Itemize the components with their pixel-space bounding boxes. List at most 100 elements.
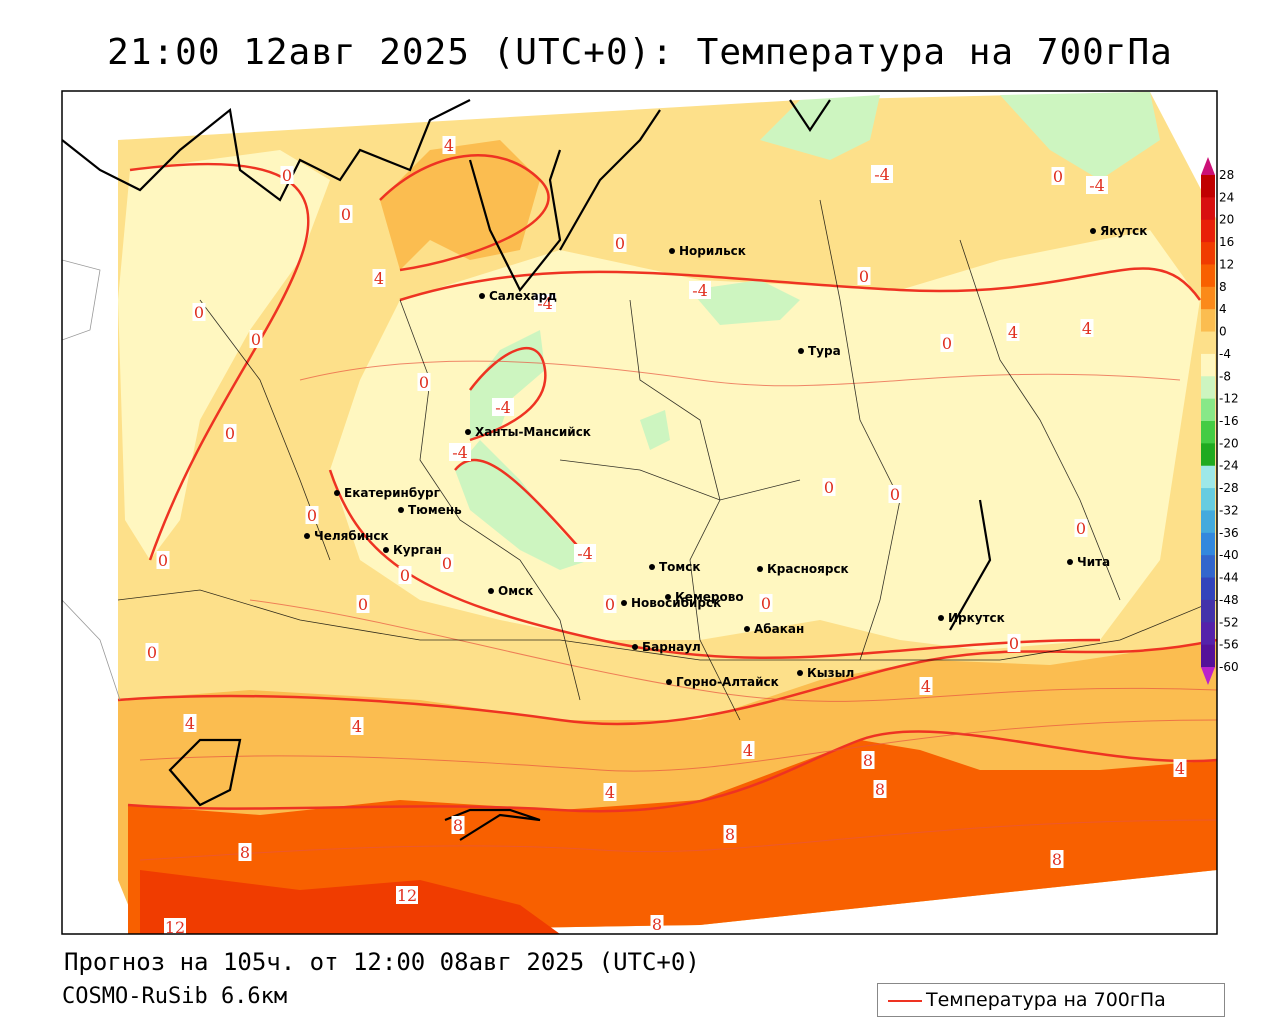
isotherm-label: 0 [822,478,836,497]
colorbar-tick-label: 4 [1219,302,1227,316]
colorbar-arrow-top [1201,157,1215,175]
svg-text:4: 4 [1082,319,1092,338]
svg-text:4: 4 [374,269,384,288]
isotherm-label: 8 [451,816,465,835]
isotherm-label: 4 [1173,759,1187,778]
city-marker: Иркутск [938,611,1005,625]
legend-line-swatch [888,1000,922,1002]
isotherm-label: 8 [1050,850,1064,869]
neighbor-borders [62,259,121,701]
city-label: Челябинск [314,529,389,543]
svg-text:0: 0 [615,234,625,253]
colorbar-tick-label: -28 [1219,481,1239,495]
model-name: COSMO-RuSib 6.6км [62,984,288,1009]
isotherm-label: 4 [442,136,456,155]
colorbar-tick-label: -32 [1219,503,1239,517]
svg-text:-4: -4 [1089,176,1105,195]
isotherm-label: 0 [398,566,412,585]
svg-text:0: 0 [442,554,452,573]
colorbar-segment [1201,644,1215,668]
isotherm-label: 4 [741,741,755,760]
svg-text:-4: -4 [495,398,511,417]
isotherm-label: 4 [1006,323,1020,342]
isotherm-label: 0 [603,595,617,614]
forecast-info: Прогноз на 105ч. от 12:00 08авг 2025 (UT… [64,948,700,976]
isotherm-label: 0 [940,334,954,353]
colorbar-tick-label: 28 [1219,168,1234,182]
city-label: Барнаул [642,640,701,654]
colorbar-segment [1201,398,1215,422]
city-marker: Чита [1067,555,1110,569]
isotherm-label: 12 [164,918,186,934]
isotherm-label: 0 [613,234,627,253]
isotherm-label: 0 [145,643,159,662]
colorbar-tick-label: -52 [1219,615,1239,629]
svg-text:0: 0 [605,595,615,614]
colorbar-segment [1201,376,1215,400]
isotherm-label: 0 [249,330,263,349]
colorbar-segment [1201,622,1215,646]
isotherm-label: 0 [888,485,902,504]
isotherm-label: 0 [1051,167,1065,186]
isotherm-label: 0 [156,551,170,570]
isotherm-label: 8 [238,843,252,862]
isotherm-label: 4 [183,714,197,733]
svg-text:4: 4 [352,717,362,736]
svg-text:8: 8 [875,780,885,799]
city-label: Кемерово [675,590,744,604]
zone-minus4 [470,330,545,440]
isotherm-label: 0 [1007,634,1021,653]
zone-minus4 [455,440,590,570]
colorbar-segment [1201,331,1215,355]
svg-text:8: 8 [1052,850,1062,869]
colorbar-arrow-bottom [1201,667,1215,685]
zone-minus4 [1000,92,1160,180]
colorbar-tick-label: -12 [1219,392,1239,406]
svg-text:4: 4 [605,783,615,802]
coastline [62,99,992,841]
isotherm-label: 4 [350,717,364,736]
city-label: Красноярск [767,562,849,576]
contour-lines [139,360,1217,861]
svg-text:0: 0 [194,303,204,322]
colorbar-tick-label: 12 [1219,257,1234,271]
colorbar-segment [1201,510,1215,534]
colorbar-tick-label: -48 [1219,593,1239,607]
isotherm-label: -4 [449,443,471,462]
colorbar-segment [1201,421,1215,444]
colorbar-segment [1201,577,1215,601]
city-label: Норильск [679,244,746,258]
svg-text:0: 0 [761,594,771,613]
colorbar-segment [1201,286,1215,310]
zone-minus4 [640,410,670,450]
svg-text:0: 0 [890,485,900,504]
isotherm-label: -4 [1086,176,1108,195]
city-marker: Якутск [1090,224,1147,238]
city-marker: Омск [488,584,533,598]
city-marker: Салехард [479,289,557,303]
colorbar-tick-label: -56 [1219,638,1239,652]
isotherm-label: 0 [280,166,294,185]
isotherm-label: -4 [534,294,556,313]
svg-text:0: 0 [225,424,235,443]
colorbar-segment [1201,532,1215,556]
city-marker: Горно-Алтайск [666,675,779,689]
isotherm-label: -4 [689,281,711,300]
isotherm-label: 8 [650,915,664,934]
svg-text:0: 0 [1009,634,1019,653]
city-label: Екатеринбург [344,486,440,500]
colorbar-segment [1201,488,1215,511]
isotherm-label: 8 [723,825,737,844]
isotherm-label: -4 [871,165,893,184]
city-marker: Норильск [669,244,746,258]
svg-text:0: 0 [942,334,952,353]
svg-text:8: 8 [863,751,873,770]
svg-text:0: 0 [282,166,292,185]
colorbar-segment [1201,197,1215,221]
colorbar-tick-label: -8 [1219,369,1231,383]
isotherm-label: 0 [417,373,431,392]
legend-label: Температура на 700гПа [926,989,1166,1011]
zone-12-16 [140,870,560,934]
zone-minus4 [690,280,800,325]
